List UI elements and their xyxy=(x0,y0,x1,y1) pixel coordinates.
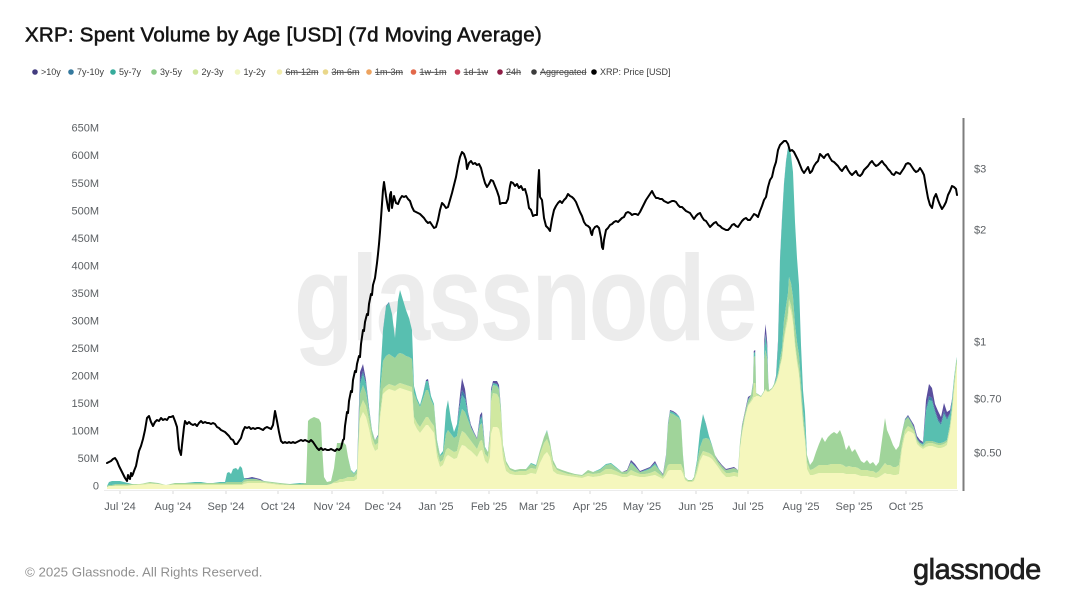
svg-text:7y-10y: 7y-10y xyxy=(77,67,105,77)
svg-text:$0.50: $0.50 xyxy=(974,448,1002,460)
svg-text:2y-3y: 2y-3y xyxy=(202,67,225,77)
svg-text:Aug '25: Aug '25 xyxy=(783,501,820,513)
svg-text:400M: 400M xyxy=(71,260,99,272)
svg-text:$3: $3 xyxy=(974,164,986,176)
svg-text:glassnode: glassnode xyxy=(294,231,755,367)
svg-text:350M: 350M xyxy=(71,288,99,300)
svg-text:50M: 50M xyxy=(78,453,99,465)
svg-text:500M: 500M xyxy=(71,205,99,217)
svg-text:Aug '24: Aug '24 xyxy=(155,501,192,513)
svg-text:Dec '24: Dec '24 xyxy=(365,501,402,513)
svg-text:200M: 200M xyxy=(71,371,99,383)
svg-text:0: 0 xyxy=(93,481,99,493)
svg-text:1y-2y: 1y-2y xyxy=(244,67,267,77)
svg-text:3y-5y: 3y-5y xyxy=(160,67,183,77)
svg-text:600M: 600M xyxy=(71,150,99,162)
svg-text:$1: $1 xyxy=(974,337,986,349)
svg-text:1w-1m: 1w-1m xyxy=(420,67,447,77)
svg-text:XRP: Spent Volume by Age [USD]: XRP: Spent Volume by Age [USD] (7d Movin… xyxy=(25,24,542,47)
svg-text:Jul '25: Jul '25 xyxy=(732,501,763,513)
svg-text:550M: 550M xyxy=(71,178,99,190)
svg-text:6m-12m: 6m-12m xyxy=(286,67,319,77)
svg-text:1m-3m: 1m-3m xyxy=(375,67,403,77)
svg-text:100M: 100M xyxy=(71,426,99,438)
svg-text:Oct '25: Oct '25 xyxy=(889,501,924,513)
svg-text:XRP: Price [USD]: XRP: Price [USD] xyxy=(600,67,671,77)
svg-text:Sep '25: Sep '25 xyxy=(836,501,873,513)
svg-text:Nov '24: Nov '24 xyxy=(314,501,351,513)
svg-text:650M: 650M xyxy=(71,123,99,135)
svg-text:250M: 250M xyxy=(71,343,99,355)
svg-text:5y-7y: 5y-7y xyxy=(119,67,142,77)
svg-text:150M: 150M xyxy=(71,398,99,410)
svg-text:May '25: May '25 xyxy=(623,501,661,513)
svg-text:$2: $2 xyxy=(974,225,986,237)
svg-text:1d-1w: 1d-1w xyxy=(464,67,489,77)
svg-text:Sep '24: Sep '24 xyxy=(208,501,245,513)
svg-text:glassnode: glassnode xyxy=(913,554,1041,586)
svg-text:300M: 300M xyxy=(71,316,99,328)
svg-text:Jul '24: Jul '24 xyxy=(104,501,135,513)
svg-text:Jun '25: Jun '25 xyxy=(678,501,713,513)
svg-text:Mar '25: Mar '25 xyxy=(519,501,555,513)
svg-text:>10y: >10y xyxy=(41,67,61,77)
svg-text:Apr '25: Apr '25 xyxy=(573,501,608,513)
svg-text:3m-6m: 3m-6m xyxy=(332,67,360,77)
svg-text:Oct '24: Oct '24 xyxy=(261,501,296,513)
svg-text:24h: 24h xyxy=(506,67,521,77)
svg-text:Feb '25: Feb '25 xyxy=(471,501,507,513)
svg-text:Aggregated: Aggregated xyxy=(540,67,587,77)
svg-text:© 2025 Glassnode. All Rights R: © 2025 Glassnode. All Rights Reserved. xyxy=(25,565,262,580)
svg-text:$0.70: $0.70 xyxy=(974,394,1002,406)
svg-text:450M: 450M xyxy=(71,233,99,245)
svg-text:Jan '25: Jan '25 xyxy=(418,501,453,513)
